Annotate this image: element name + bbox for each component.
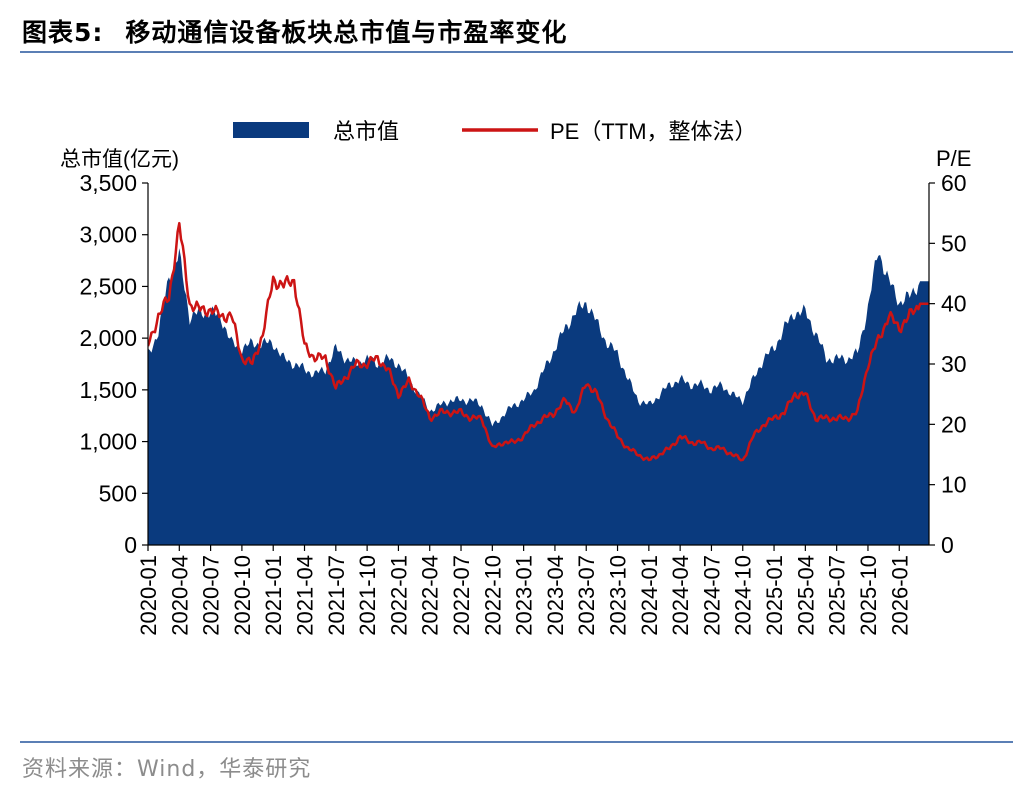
top-divider — [20, 51, 1013, 53]
x-tick-label: 2025-10 — [856, 555, 881, 636]
x-tick-label: 2022-04 — [418, 555, 443, 636]
x-tick-label: 2024-01 — [637, 555, 662, 636]
x-tick-label: 2020-01 — [136, 555, 161, 636]
x-tick-label: 2021-04 — [293, 555, 318, 636]
market-cap-pe-chart: 总市值 PE（TTM，整体法） 总市值(亿元) P/E 05001,0001,5… — [60, 119, 971, 636]
y-left-tick-label: 500 — [99, 480, 137, 506]
axes: 0 500 1,000 1,500 2,000 2,500 3,000 3,500 0 10 20 3… — [79, 170, 966, 636]
x-tick-label: 2025-07 — [825, 555, 850, 636]
y-left-tick-label: 2,000 — [79, 325, 137, 351]
x-tick-label: 2024-10 — [731, 555, 756, 636]
legend-label-market-cap: 总市值 — [333, 119, 399, 144]
figure-title-row: 图表5: 移动通信设备板块总市值与市盈率变化 — [22, 14, 567, 48]
y-left-axis-title: 总市值(亿元) — [60, 148, 179, 171]
x-tick-label: 2020-04 — [167, 555, 192, 636]
bottom-divider — [20, 741, 1013, 743]
y-left-tick-label: 3,000 — [79, 222, 137, 248]
x-tick-label: 2020-10 — [230, 555, 255, 636]
y-left-tick-label: 1,000 — [79, 429, 137, 455]
x-tick-label: 2021-10 — [355, 555, 380, 636]
x-tick-label: 2021-07 — [324, 555, 349, 636]
x-tick-label: 2024-04 — [668, 555, 693, 636]
market-cap-area — [148, 248, 929, 545]
legend-label-pe: PE（TTM，整体法） — [550, 119, 757, 144]
figure-title: 移动通信设备板块总市值与市盈率变化 — [125, 18, 568, 47]
x-tick-label: 2023-01 — [512, 555, 537, 636]
y-left-tick-label: 1,500 — [79, 377, 137, 403]
x-tick-label: 2023-07 — [574, 555, 599, 636]
x-tick-label: 2025-04 — [793, 555, 818, 636]
y-left-tick-label: 2,500 — [79, 273, 137, 299]
y-left-tick-label: 0 — [124, 532, 137, 558]
x-tick-label: 2023-10 — [606, 555, 631, 636]
y-left-tick-label: 3,500 — [79, 170, 137, 196]
x-tick-label: 2021-01 — [261, 555, 286, 636]
plot-area — [148, 221, 929, 545]
y-right-tick-label: 20 — [941, 411, 967, 437]
chart-legend: 总市值 PE（TTM，整体法） — [233, 119, 757, 144]
pe-line — [148, 221, 929, 462]
source-note: 资料来源：Wind，华泰研究 — [22, 757, 312, 782]
x-tick-label: 2022-07 — [449, 555, 474, 636]
x-tick-label: 2022-01 — [386, 555, 411, 636]
y-right-tick-label: 30 — [941, 351, 967, 377]
x-tick-label: 2023-04 — [543, 555, 568, 636]
y-right-tick-label: 50 — [941, 230, 967, 256]
x-tick-label: 2022-10 — [480, 555, 505, 636]
y-right-tick-label: 40 — [941, 291, 967, 317]
x-tick-label: 2026-01 — [887, 555, 912, 636]
y-right-tick-label: 10 — [941, 472, 967, 498]
y-right-tick-label: 60 — [941, 170, 967, 196]
y-right-tick-label: 0 — [941, 532, 954, 558]
legend-swatch-market-cap — [233, 122, 309, 138]
y-right-axis-title: P/E — [936, 146, 971, 171]
x-tick-label: 2025-01 — [762, 555, 787, 636]
figure-label: 图表5: — [22, 18, 104, 47]
x-tick-label: 2024-07 — [699, 555, 724, 636]
x-tick-label: 2020-07 — [199, 555, 224, 636]
